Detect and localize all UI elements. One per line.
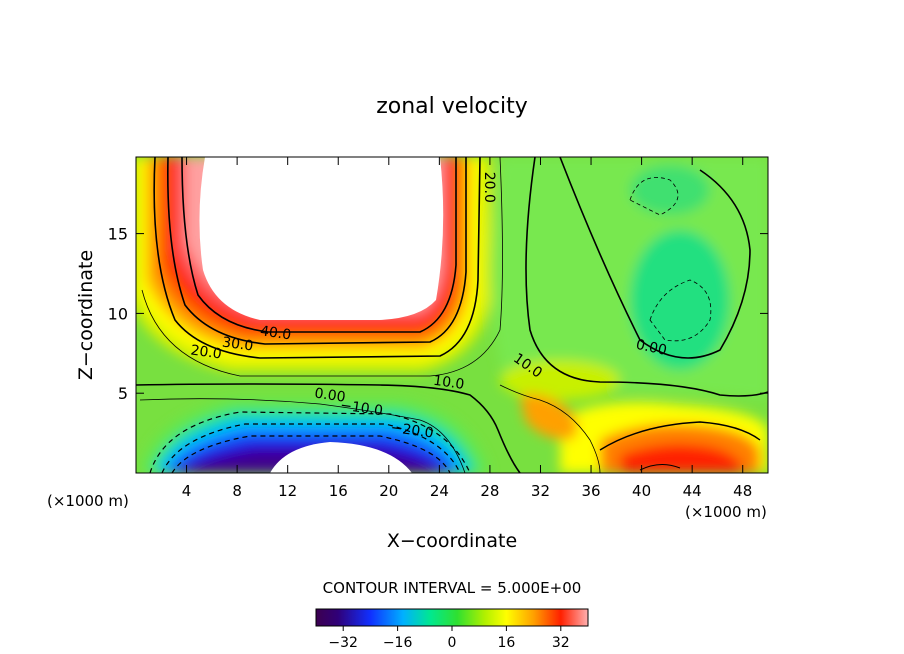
contour-labels: 40.030.020.020.010.00.00−10.0−20.010.00.… [190,172,669,442]
x-tick-label: 16 [329,482,348,500]
contour-field [136,157,768,473]
colorbar-tick-label: 32 [552,635,570,651]
x-tick-label: 36 [581,482,600,500]
contour-lines [136,157,768,473]
chart-title: zonal velocity [376,94,528,119]
colorbar [315,608,589,627]
contour-label: 0.00 [313,386,346,406]
colorbar-ticks: −32 −16 0 16 32 [328,626,570,651]
contour-label: 30.0 [221,334,254,354]
contour-label: −20.0 [390,420,435,442]
x-tick-label: 12 [278,482,297,500]
contour-label: 10.0 [432,373,465,393]
x-axis-title: X−coordinate [387,530,517,552]
x-tick-label: 20 [379,482,398,500]
colorbar-tick-label: −16 [383,635,413,651]
y-tick-label: 10 [108,304,128,323]
x-tick-label: 8 [232,482,242,500]
contour-label: 20.0 [481,172,497,203]
colorbar-tick-label: −32 [328,635,358,651]
x-unit-right: (×1000 m) [685,503,767,521]
contour-label: 0.00 [634,337,668,359]
colorbar-tick-label: 16 [497,635,515,651]
x-unit-left: (×1000 m) [47,492,129,510]
plot-frame [135,156,769,474]
y-tick-label: 15 [108,225,128,244]
y-axis-title: Z−coordinate [75,250,97,380]
x-tick-label: 44 [683,482,702,500]
contour-label: −10.0 [339,397,384,419]
contour-interval-text: CONTOUR INTERVAL = 5.000E+00 [323,579,582,597]
x-tick-label: 28 [480,482,499,500]
contour-label: 20.0 [190,342,223,362]
x-tick-label: 48 [733,482,752,500]
y-tick-label: 5 [118,384,128,403]
x-tick-label: 32 [531,482,550,500]
x-tick-label: 40 [632,482,651,500]
x-tick-label: 4 [182,482,192,500]
x-tick-label: 24 [430,482,449,500]
colorbar-tick-label: 0 [448,635,457,651]
contour-label: 40.0 [259,323,292,343]
